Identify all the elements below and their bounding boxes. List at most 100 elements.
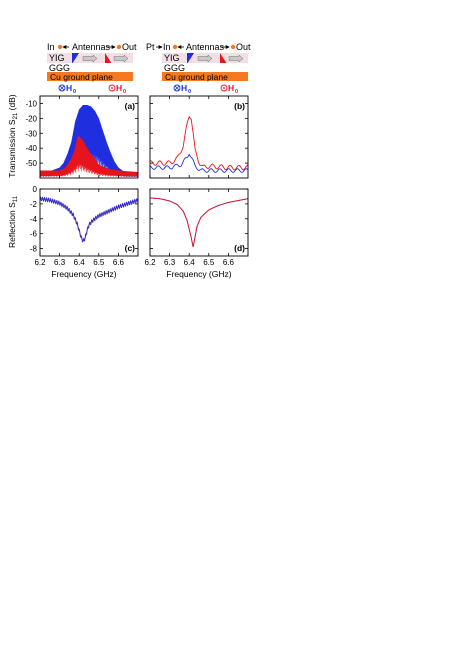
ggg-layer (47, 63, 133, 72)
input-port-icon (57, 44, 63, 50)
panel-label: (b) (234, 101, 245, 111)
y-tick-label: -40 (25, 144, 37, 153)
field-red-subscript: 0 (123, 89, 126, 95)
schematic-with-pt: Pt In Antennas Out YIG GGG Cu ground pla… (146, 42, 251, 95)
reflection-axis-label-main: Reflection S (7, 202, 17, 248)
input-port-icon (172, 44, 178, 50)
ggg-label: GGG (164, 63, 185, 73)
y-tick-label: -4 (30, 215, 38, 224)
series-b-red (150, 115, 248, 171)
series-line (40, 196, 138, 243)
field-red-label: H (116, 83, 122, 93)
panel-label: (c) (125, 243, 136, 253)
ground-plane (162, 72, 248, 81)
y-tick-label: -2 (30, 200, 38, 209)
field-direction-red: H 0 (220, 83, 238, 95)
input-antenna-icon (187, 53, 194, 64)
output-antenna-icon (105, 53, 112, 64)
field-direction-red: H 0 (108, 83, 126, 95)
series-b-blue (150, 153, 248, 173)
transmission-axis-label-sub: 21 (13, 112, 19, 119)
x-tick-label: 6.4 (184, 258, 196, 267)
spin-wave-arrow-icon (228, 54, 244, 63)
reflection-axis-label-sub: 11 (13, 195, 19, 202)
dot-icon (111, 87, 113, 89)
y-tick-label: 0 (33, 185, 38, 194)
series-line (150, 197, 248, 248)
field-red-label: H (228, 83, 234, 93)
x-tick-label: 6.5 (93, 258, 105, 267)
ggg-label: GGG (49, 63, 70, 73)
plot-frame (149, 188, 249, 257)
panel-label: (d) (234, 243, 245, 253)
cross-icon (59, 85, 65, 91)
y-tick-label: -6 (30, 230, 38, 239)
panel-label: (a) (125, 101, 136, 111)
schematic-without-pt: In Antennas Out YIG GGG Cu ground plane … (47, 42, 137, 95)
panel-b: (b) (149, 95, 249, 179)
plot-frame (39, 95, 139, 179)
y-tick-label: -30 (25, 129, 37, 138)
panel-a: -10 -20 -30 -40 -50 (a) (25, 95, 139, 179)
x-tick-label: 6.2 (34, 258, 46, 267)
field-blue-subscript: 0 (188, 89, 191, 95)
field-red-subscript: 0 (235, 89, 238, 95)
ground-plane-label: Cu ground plane (165, 72, 228, 82)
x-tick-label: 6.2 (144, 258, 156, 267)
field-blue-label: H (181, 83, 187, 93)
transmission-axis-label: Transmission S21 (dB) (7, 94, 19, 178)
ground-plane (47, 72, 133, 81)
chart-panels: -10-20-30-40-50(a) (b)0-2-4-6-86.2 6.3 6.4 6… (25, 95, 249, 267)
panel-d: 6.2 6.3 6.4 6.5 6.6 (d) (144, 188, 249, 267)
series-line (150, 153, 248, 173)
x-axis-label-right: Frequency (GHz) (166, 269, 231, 279)
plot-frame (39, 188, 139, 257)
field-into-page-icon (58, 84, 66, 92)
transmission-axis-label-unit: (dB) (7, 94, 17, 113)
x-tick-label: 6.3 (164, 258, 176, 267)
output-port-icon (230, 44, 236, 50)
input-antenna-icon (72, 53, 79, 64)
dot-icon (223, 87, 225, 89)
x-tick-label: 6.6 (113, 258, 125, 267)
x-tick-label: 6.5 (203, 258, 215, 267)
x-tick-label: 6.4 (74, 258, 86, 267)
x-tick-label: 6.3 (54, 258, 66, 267)
plot-frame (149, 95, 249, 179)
field-blue-label: H (66, 83, 72, 93)
y-tick-label: -50 (25, 159, 37, 168)
series-c-purple (40, 198, 138, 242)
field-out-of-page-icon (220, 84, 228, 92)
field-blue-subscript: 0 (73, 89, 76, 95)
y-tick-label: -20 (25, 114, 37, 123)
x-tick-label: 6.6 (223, 258, 235, 267)
output-port-icon (116, 44, 122, 50)
yig-label: YIG (49, 53, 65, 63)
input-label: In (163, 42, 171, 52)
pt-label: Pt (146, 42, 155, 52)
output-label: Out (236, 42, 251, 52)
transmission-axis-label-main: Transmission S (7, 119, 17, 178)
reflection-axis-label: Reflection S11 (7, 195, 19, 248)
cross-icon (174, 85, 180, 91)
spin-wave-arrow-icon (197, 54, 213, 63)
series-c-blue (40, 196, 138, 243)
antennas-label: Antennas (186, 42, 225, 52)
antennas-label: Antennas (72, 42, 111, 52)
series-d-red (150, 197, 248, 248)
output-antenna-icon (220, 53, 227, 64)
field-direction-blue: H 0 (173, 83, 191, 95)
ground-plane-label: Cu ground plane (50, 72, 113, 82)
field-out-of-page-icon (108, 84, 116, 92)
series-a-red (40, 136, 138, 177)
ggg-layer (162, 63, 248, 72)
panel-c: 0 -2 -4 -6 -8 6.2 6.3 6.4 6.5 6.6(c) (30, 185, 139, 267)
output-label: Out (122, 42, 137, 52)
x-axis-label-left: Frequency (GHz) (51, 269, 116, 279)
yig-label: YIG (164, 53, 180, 63)
field-direction-blue: H 0 (58, 83, 76, 95)
y-tick-label: -8 (30, 245, 38, 254)
spin-wave-arrow-icon (82, 54, 98, 63)
series-line (150, 115, 248, 171)
